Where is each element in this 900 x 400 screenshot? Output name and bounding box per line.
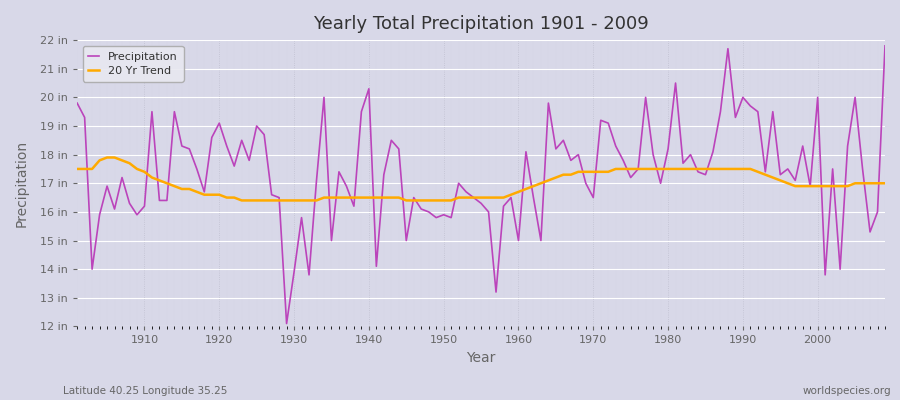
Text: worldspecies.org: worldspecies.org: [803, 386, 891, 396]
20 Yr Trend: [520, 186, 531, 191]
Precipitation: [879, 44, 890, 48]
Line: 20 Yr Trend: 20 Yr Trend: [77, 158, 885, 200]
Precipitation: [281, 321, 292, 326]
20 Yr Trend: [140, 170, 150, 174]
Precipitation: [520, 149, 531, 154]
20 Yr Trend: [72, 166, 83, 171]
20 Yr Trend: [617, 166, 628, 171]
Precipitation: [348, 204, 359, 208]
Precipitation: [303, 272, 314, 277]
20 Yr Trend: [311, 198, 322, 203]
Precipitation: [72, 101, 83, 106]
20 Yr Trend: [356, 195, 367, 200]
Legend: Precipitation, 20 Yr Trend: Precipitation, 20 Yr Trend: [83, 46, 184, 82]
Precipitation: [131, 212, 142, 217]
Text: Latitude 40.25 Longitude 35.25: Latitude 40.25 Longitude 35.25: [63, 386, 228, 396]
Precipitation: [610, 144, 621, 148]
20 Yr Trend: [528, 184, 539, 188]
20 Yr Trend: [879, 181, 890, 186]
X-axis label: Year: Year: [466, 351, 496, 365]
20 Yr Trend: [237, 198, 248, 203]
20 Yr Trend: [102, 155, 112, 160]
Precipitation: [513, 238, 524, 243]
Line: Precipitation: Precipitation: [77, 46, 885, 324]
Y-axis label: Precipitation: Precipitation: [15, 140, 29, 227]
Title: Yearly Total Precipitation 1901 - 2009: Yearly Total Precipitation 1901 - 2009: [313, 15, 649, 33]
